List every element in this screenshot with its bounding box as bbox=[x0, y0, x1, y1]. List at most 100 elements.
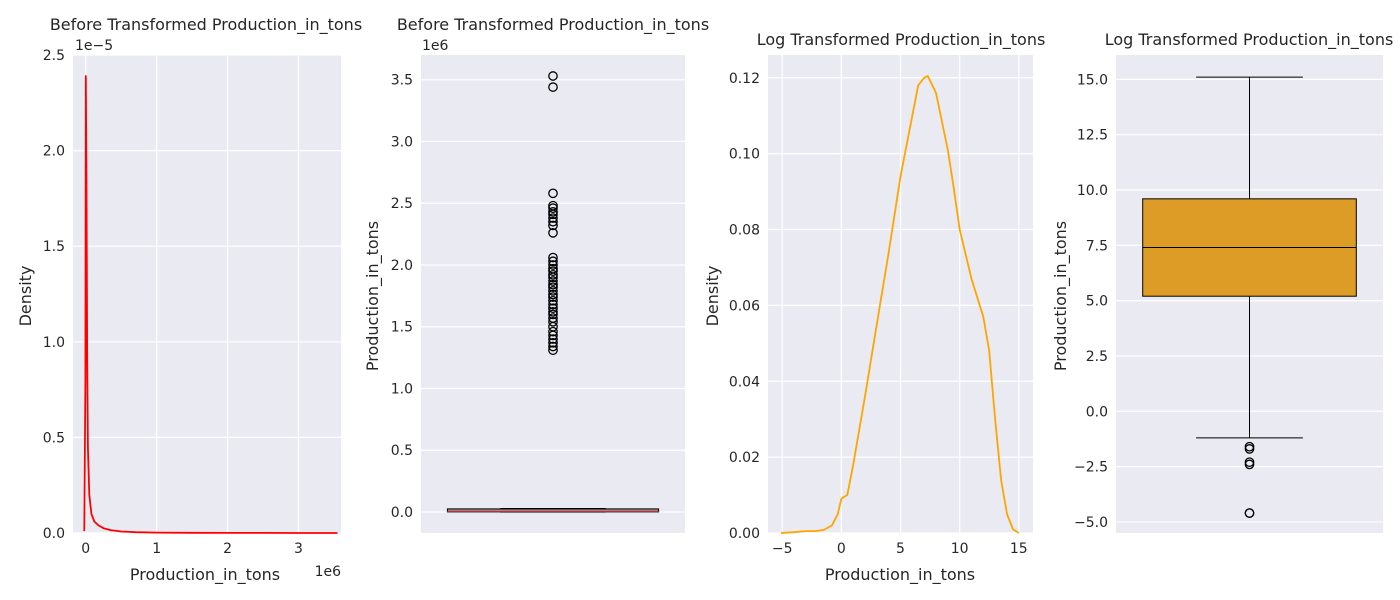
outlier-point bbox=[548, 266, 558, 276]
panel-kde-before: 0.0 0.5 1.0 1.5 2.0 2.5 0 1 2 3 Before Transforme… bbox=[16, 15, 362, 585]
outlier-point bbox=[548, 276, 558, 286]
x-tick-label: 0 bbox=[81, 541, 90, 557]
outlier-point bbox=[548, 207, 558, 217]
y-tick-label: 0.10 bbox=[729, 147, 760, 163]
outlier-point bbox=[548, 292, 558, 302]
plot-background bbox=[421, 55, 685, 533]
y-tick-label: 2.0 bbox=[391, 258, 413, 274]
y-tick-label: 1.5 bbox=[391, 320, 413, 336]
plot-area: −5.0 −2.5 0.0 2.5 5.0 7.5 10.0 12.5 15.0 bbox=[1074, 55, 1383, 533]
outlier-point bbox=[548, 289, 558, 300]
y-tick-label: 2.5 bbox=[43, 48, 65, 64]
y-tick-label: 1.0 bbox=[43, 335, 65, 351]
x-tick-label: 3 bbox=[294, 541, 303, 557]
outlier-point bbox=[548, 188, 558, 199]
x-tick-label: 0 bbox=[837, 541, 846, 557]
y-tick-label: 0.0 bbox=[391, 505, 413, 521]
outlier-point bbox=[548, 334, 558, 344]
panel-title: Before Transformed Production_in_tons bbox=[397, 15, 709, 35]
plot-area: 0.0 0.5 1.0 1.5 2.0 2.5 0 1 2 3 bbox=[43, 48, 341, 557]
density-line bbox=[780, 75, 1020, 534]
x-tick-label: −5 bbox=[772, 541, 793, 557]
panel-title: Log Transformed Production_in_tons bbox=[1105, 30, 1394, 50]
outlier-point bbox=[548, 256, 558, 267]
y-tick-label: 0.06 bbox=[729, 298, 760, 314]
x-tick-label: 10 bbox=[951, 541, 969, 557]
y-tick-label: 2.0 bbox=[43, 144, 65, 160]
outlier-point bbox=[548, 341, 558, 352]
density-line bbox=[83, 75, 338, 534]
outlier-point bbox=[548, 209, 558, 220]
y-offset-label: 1e6 bbox=[422, 38, 449, 54]
y-tick-label: 0.08 bbox=[729, 223, 760, 239]
y-tick-label: 10.0 bbox=[1077, 183, 1108, 199]
x-tick-label: 2 bbox=[223, 541, 232, 557]
outlier-point bbox=[1244, 444, 1255, 454]
x-axis-label: Production_in_tons bbox=[825, 565, 975, 585]
panel-box-log: −5.0 −2.5 0.0 2.5 5.0 7.5 10.0 12.5 15.0 Log Tra… bbox=[1051, 30, 1393, 533]
y-tick-label: −5.0 bbox=[1074, 515, 1108, 531]
y-tick-label: 0.5 bbox=[43, 430, 65, 446]
outlier-point bbox=[548, 279, 558, 290]
y-tick-label: 0.0 bbox=[1086, 404, 1108, 420]
y-tick-label: 2.5 bbox=[391, 196, 413, 212]
y-tick-label: 3.0 bbox=[391, 134, 413, 150]
x-tick-label: 15 bbox=[1010, 541, 1028, 557]
plot-background bbox=[73, 55, 341, 533]
y-tick-label: −2.5 bbox=[1074, 460, 1108, 476]
y-tick-label: 5.0 bbox=[1086, 294, 1108, 310]
outlier-point bbox=[548, 309, 558, 320]
y-offset-label: 1e−5 bbox=[75, 38, 113, 54]
panel-title: Log Transformed Production_in_tons bbox=[757, 30, 1046, 50]
x-tick-label: 1 bbox=[152, 541, 161, 557]
outlier-point bbox=[1244, 508, 1255, 518]
y-axis-label: Density bbox=[703, 266, 722, 327]
outlier-point bbox=[548, 326, 558, 337]
y-tick-label: 0.04 bbox=[729, 374, 760, 390]
outlier-point bbox=[548, 282, 558, 293]
y-tick-label: 12.5 bbox=[1077, 128, 1108, 144]
y-tick-label: 2.5 bbox=[1086, 349, 1108, 365]
y-tick-label: 0.02 bbox=[729, 450, 760, 466]
y-tick-label: 0.0 bbox=[43, 526, 65, 542]
outlier-point bbox=[548, 82, 558, 92]
x-axis-label: Production_in_tons bbox=[130, 565, 280, 585]
panel-kde-log: 0.00 0.02 0.04 0.06 0.08 0.10 0.12 −5 0 5 10 15 Log… bbox=[703, 30, 1045, 585]
outlier-point bbox=[548, 71, 558, 81]
outlier-point bbox=[548, 303, 558, 314]
x-offset-label: 1e6 bbox=[315, 564, 342, 580]
y-tick-label: 15.0 bbox=[1077, 72, 1108, 88]
outlier-point bbox=[548, 216, 558, 227]
outlier-point bbox=[548, 272, 558, 283]
y-tick-label: 0.5 bbox=[391, 443, 413, 459]
outlier-point bbox=[548, 295, 558, 306]
y-tick-label: 1.5 bbox=[43, 239, 65, 255]
y-axis-label: Density bbox=[16, 266, 35, 327]
outlier-point bbox=[548, 286, 558, 296]
y-tick-label: 0.00 bbox=[729, 526, 760, 542]
outlier-point bbox=[548, 220, 558, 231]
outlier-point bbox=[1244, 459, 1255, 470]
y-tick-label: 3.5 bbox=[391, 73, 413, 89]
y-tick-label: 0.12 bbox=[729, 71, 760, 87]
outlier-point bbox=[548, 260, 558, 270]
plot-area: 0.0 0.5 1.0 1.5 2.0 2.5 3.0 3.5 bbox=[391, 55, 685, 533]
outlier-point bbox=[548, 203, 558, 214]
plot-area: 0.00 0.02 0.04 0.06 0.08 0.10 0.12 −5 0 5 10 15 bbox=[729, 55, 1033, 557]
outlier-point bbox=[548, 307, 558, 317]
outlier-point bbox=[548, 316, 558, 327]
y-axis-label: Production_in_tons bbox=[1051, 221, 1071, 371]
outlier-point bbox=[548, 252, 558, 263]
outlier-point bbox=[548, 330, 558, 341]
y-tick-label: 7.5 bbox=[1086, 238, 1108, 254]
outlier-point bbox=[548, 299, 558, 310]
y-axis-label: Production_in_tons bbox=[363, 221, 383, 371]
outlier-point bbox=[548, 345, 558, 356]
panel-title: Before Transformed Production_in_tons bbox=[50, 15, 362, 35]
outlier-point bbox=[548, 213, 558, 223]
outlier-point bbox=[548, 270, 558, 280]
outlier-point bbox=[548, 337, 558, 348]
x-tick-label: 5 bbox=[896, 541, 905, 557]
outlier-point bbox=[548, 228, 558, 238]
